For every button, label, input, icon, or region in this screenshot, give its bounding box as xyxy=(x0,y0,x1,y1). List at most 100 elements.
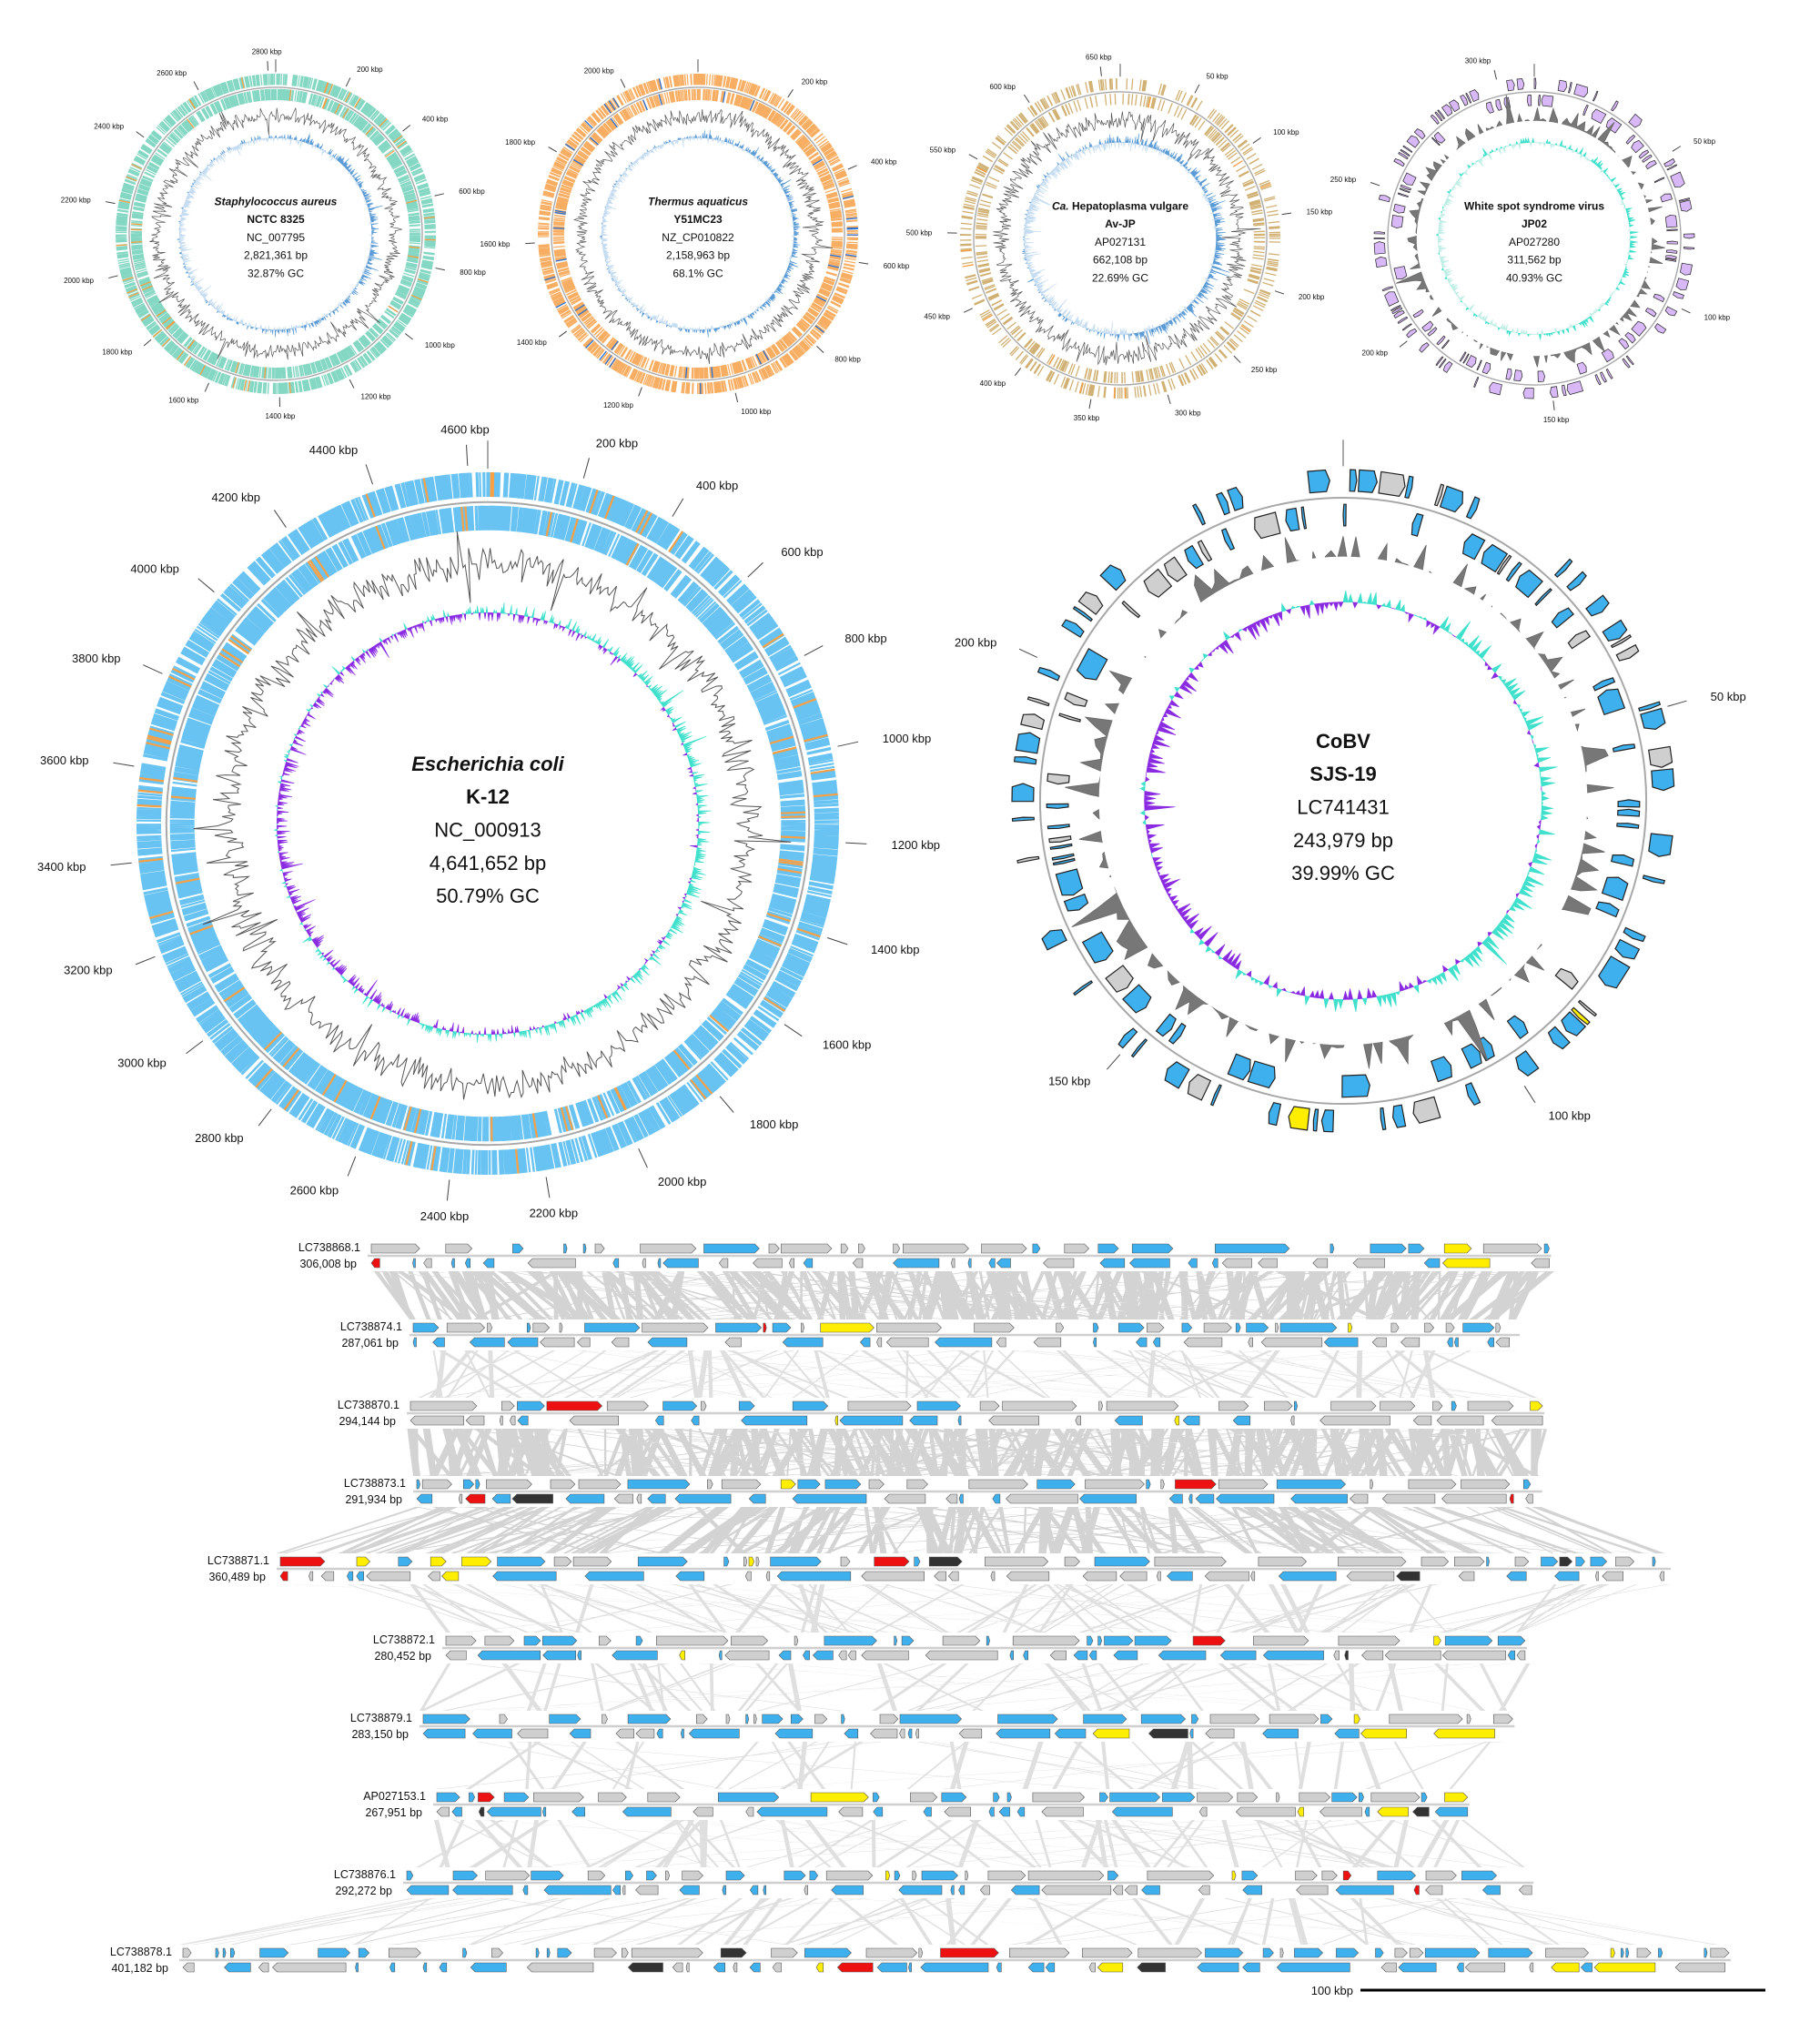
gene-arrow xyxy=(1684,233,1695,239)
link-band-3 xyxy=(407,1429,1549,1476)
gc-skew-positive xyxy=(1435,136,1639,340)
gene-arrow xyxy=(893,1243,901,1254)
gene-arrow xyxy=(182,1947,192,1958)
similarity-links xyxy=(179,1271,1719,1945)
gene-arrow xyxy=(1104,1635,1134,1646)
gene-arrow xyxy=(1148,1728,1188,1739)
tick-label: 1600 kbp xyxy=(168,397,198,405)
gene-arrow xyxy=(1491,1415,1543,1426)
gene-arrow xyxy=(908,1962,912,1973)
tick-label: 400 kbp xyxy=(696,479,738,492)
gene-arrow xyxy=(1434,111,1443,122)
tick-mark xyxy=(1018,648,1038,658)
gene-arrow xyxy=(1636,1947,1652,1958)
gene-arrow xyxy=(1652,1556,1656,1567)
gene-arrow xyxy=(1300,506,1308,530)
gene-arrow xyxy=(724,1337,742,1348)
gene-arrow xyxy=(1462,353,1470,364)
gene-arrow xyxy=(565,1493,605,1504)
gene-arrow xyxy=(646,1870,657,1881)
gene-arrow xyxy=(1296,1885,1329,1896)
gene-arrow xyxy=(1197,540,1213,562)
gene-arrow xyxy=(478,1792,495,1803)
gene-arrow xyxy=(491,1947,504,1958)
gene-arrow xyxy=(1205,1947,1244,1958)
gene-arrow xyxy=(1168,1022,1187,1045)
gene-arrow xyxy=(571,1806,586,1817)
tick-label: 50 kbp xyxy=(1694,137,1716,146)
gene-arrow xyxy=(1487,1337,1494,1348)
gene-arrow xyxy=(1710,1947,1730,1958)
gene-arrow xyxy=(1205,1728,1235,1739)
tick-label: 800 kbp xyxy=(844,632,886,645)
gene-arrow xyxy=(1061,619,1085,638)
gene-arrow xyxy=(1209,1714,1260,1724)
gene-arrow xyxy=(584,1571,644,1582)
link-band-9 xyxy=(179,1898,1719,1945)
gene-arrow xyxy=(1043,1258,1075,1269)
gene-arrow xyxy=(517,1400,545,1411)
tick-mark xyxy=(1252,136,1261,144)
gene-arrow xyxy=(1404,475,1414,499)
gene-arrow xyxy=(1016,1806,1026,1817)
circular-map-wssv: 50 kbp 100 kbp 150 kbp 200 kbp 250 kbp 300 kb… xyxy=(1330,57,1731,424)
genome-track: LC738873.1 291,934 bp xyxy=(344,1477,1542,1506)
gene-arrow xyxy=(958,1885,966,1896)
gene-arrow xyxy=(894,1635,898,1646)
tick-mark xyxy=(1552,400,1555,410)
gene-arrow xyxy=(1088,1650,1097,1661)
gene-arrow xyxy=(1204,1571,1249,1582)
genome-track: LC738874.1 287,061 bp xyxy=(340,1320,1521,1350)
gene-arrow xyxy=(790,1714,804,1724)
circular-map-ecoli: 200 kbp 400 kbp 600 kbp 800 kbp 1000 kbp 1200… xyxy=(37,422,940,1222)
gene-arrow xyxy=(462,1479,475,1490)
gene-arrow xyxy=(940,1947,999,1958)
gene-arrow xyxy=(765,1571,771,1582)
gene-arrow xyxy=(1476,359,1482,371)
gene-arrow xyxy=(1113,1650,1138,1661)
gene-arrow xyxy=(725,1714,731,1724)
gene-arrow xyxy=(279,1571,288,1582)
gene-arrow xyxy=(915,1728,920,1739)
gene-arrow xyxy=(1640,707,1666,731)
genome-strain: Av-JP xyxy=(1105,217,1136,230)
gene-arrow xyxy=(772,1322,792,1333)
gene-arrow xyxy=(901,1635,915,1646)
gene-arrow xyxy=(1393,203,1406,214)
gene-arrow xyxy=(1378,470,1406,497)
gene-arrow xyxy=(944,1806,971,1817)
tick-mark xyxy=(135,955,156,966)
gene-arrow xyxy=(1006,1571,1050,1582)
gene-arrow xyxy=(647,1493,666,1504)
gene-arrow xyxy=(1464,1962,1505,1973)
gene-arrow xyxy=(546,1400,603,1411)
tick-mark xyxy=(197,578,215,593)
tick-label: 2200 kbp xyxy=(530,1207,579,1220)
gene-arrow xyxy=(1253,1635,1309,1646)
gene-arrow xyxy=(1227,486,1244,511)
gene-arrow xyxy=(733,1962,738,1973)
gene-arrow xyxy=(691,1415,700,1426)
gene-arrow xyxy=(724,1650,770,1661)
gene-arrow xyxy=(636,1493,642,1504)
genome-name: Escherichia coli xyxy=(411,753,564,775)
genome-name: White spot syndrome virus xyxy=(1464,199,1604,212)
gene-arrow xyxy=(731,1635,769,1646)
gene-arrow xyxy=(996,1728,1051,1739)
gene-arrow xyxy=(1486,101,1494,114)
gene-arrow xyxy=(1610,1947,1615,1958)
gene-arrow xyxy=(640,1243,697,1254)
gene-arrow xyxy=(1099,564,1127,591)
tick-mark xyxy=(136,131,145,138)
gene-arrow xyxy=(526,1962,594,1973)
gene-arrow xyxy=(1653,293,1665,303)
gene-arrow xyxy=(1631,320,1647,337)
tick-mark xyxy=(1523,1086,1536,1104)
tick-labels: 200 kbp 400 kbp 600 kbp 800 kbp 1000 kbp 1200… xyxy=(480,59,910,416)
gene-arrow xyxy=(1048,835,1072,844)
gene-arrow xyxy=(873,1806,884,1817)
gene-arrow xyxy=(860,1337,871,1348)
gene-arrow xyxy=(182,1962,195,1973)
gene-arrow xyxy=(1665,255,1677,260)
gene-arrow xyxy=(1227,1053,1251,1081)
